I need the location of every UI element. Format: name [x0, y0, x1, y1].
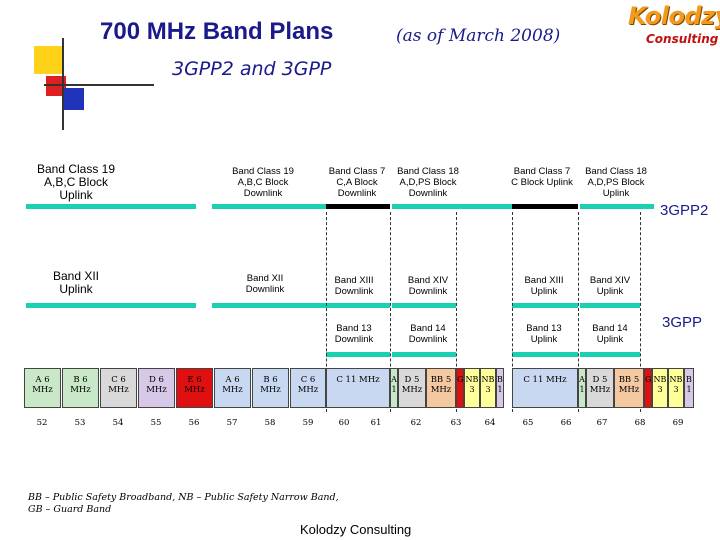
channel-number: 52	[36, 418, 48, 428]
block-cell: C 11 MHz	[326, 368, 390, 408]
bar-bxiv-uplink	[580, 303, 640, 308]
label-bc18-uplink: Band Class 18 A,D,PS Block Uplink	[585, 166, 647, 199]
block-cell: BB 5 MHz	[426, 368, 456, 408]
tag-3gpp2: 3GPP2	[660, 202, 709, 219]
label-b13-uplink: Band 13 Uplink	[526, 323, 562, 345]
block-cell: A 1	[578, 368, 586, 408]
bar-bxiii-downlink	[326, 303, 390, 308]
label-bc7-downlink: Band Class 7 C,A Block Downlink	[328, 166, 386, 199]
divider-line	[640, 212, 641, 412]
bar-b14-uplink	[580, 352, 640, 357]
footnote-line-1: BB – Public Safety Broadband, NB – Publi…	[28, 492, 339, 503]
label-bc18-downlink: Band Class 18 A,D,PS Block Downlink	[397, 166, 459, 199]
channel-number: 69	[672, 418, 684, 428]
footnote: BB – Public Safety Broadband, NB – Publi…	[28, 492, 339, 516]
label-b14-downlink: Band 14 Downlink	[408, 323, 448, 345]
block-cell: NB 3	[668, 368, 684, 408]
channel-number: 62	[410, 418, 422, 428]
channel-number: 58	[264, 418, 276, 428]
company-logo: Kolodzy Consulting	[624, 2, 720, 50]
bar-b13-uplink	[512, 352, 578, 357]
bar-b14-downlink	[392, 352, 456, 357]
logo-sub-text: Consulting	[646, 32, 719, 46]
bar-bxiii-uplink	[512, 303, 578, 308]
block-cell: B 6 MHz	[62, 368, 99, 408]
block-cell: GB	[644, 368, 652, 408]
decor-yellow-square	[34, 46, 62, 74]
channel-number: 54	[112, 418, 124, 428]
channel-number: 57	[226, 418, 238, 428]
divider-line	[456, 212, 457, 412]
label-bc19-downlink: Band Class 19 A,B,C Block Downlink	[232, 166, 294, 199]
bar-bxii-uplink	[26, 303, 196, 308]
block-cell: D 6 MHz	[138, 368, 175, 408]
label-bxiii-downlink: Band XIII Downlink	[334, 275, 374, 297]
decor-horizontal-line	[44, 84, 154, 86]
block-cell: C 6 MHz	[290, 368, 326, 408]
bar-bxiv-downlink	[392, 303, 456, 308]
channel-number: 63	[450, 418, 462, 428]
bar-bc18-uplink	[580, 204, 654, 209]
logo-main-text: Kolodzy	[628, 2, 720, 30]
divider-line	[390, 212, 391, 412]
bar-bc18-downlink	[392, 204, 512, 209]
channel-number: 64	[484, 418, 496, 428]
bar-bxii-downlink	[212, 303, 326, 308]
label-bc7-uplink: Band Class 7 C Block Uplink	[511, 166, 573, 188]
block-cell: A 6 MHz	[24, 368, 61, 408]
page-title: 700 MHz Band Plans	[100, 18, 334, 45]
divider-line	[578, 212, 579, 412]
block-cell: BB 5 MHz	[614, 368, 644, 408]
label-bxii-downlink: Band XII Downlink	[245, 273, 285, 295]
channel-number: 56	[188, 418, 200, 428]
tag-3gpp: 3GPP	[662, 314, 703, 331]
label-bxiv-downlink: Band XIV Downlink	[407, 275, 449, 297]
bar-bc7-uplink	[512, 204, 578, 209]
block-cell: D 5 MHz	[586, 368, 614, 408]
channel-number: 60	[338, 418, 350, 428]
bar-bc7-downlink	[326, 204, 390, 209]
block-cell: B 1	[684, 368, 694, 408]
channel-number: 66	[560, 418, 572, 428]
block-cell: E 6 MHz	[176, 368, 213, 408]
bar-b13-downlink	[326, 352, 390, 357]
decor-red-square	[46, 76, 66, 96]
channel-number: 55	[150, 418, 162, 428]
label-bc19-uplink: Band Class 19 A,B,C Block Uplink	[36, 162, 116, 202]
block-cell: NB 3	[480, 368, 496, 408]
divider-line	[326, 212, 327, 412]
label-b13-downlink: Band 13 Downlink	[334, 323, 374, 345]
channel-number: 65	[522, 418, 534, 428]
channel-number: 67	[596, 418, 608, 428]
block-cell: GB	[456, 368, 464, 408]
block-cell: NB 3	[652, 368, 668, 408]
bar-bc19-uplink	[26, 204, 196, 209]
block-cell: B 6 MHz	[252, 368, 289, 408]
block-cell: C 11 MHz	[512, 368, 578, 408]
label-bxiv-uplink: Band XIV Uplink	[589, 275, 631, 297]
block-cell: B 1	[496, 368, 504, 408]
divider-line	[512, 212, 513, 412]
block-cell: D 5 MHz	[398, 368, 426, 408]
channel-number: 61	[370, 418, 382, 428]
block-cell: C 6 MHz	[100, 368, 137, 408]
channel-number: 53	[74, 418, 86, 428]
footer-text: Kolodzy Consulting	[300, 522, 412, 537]
decor-blue-square	[62, 88, 84, 110]
bar-bc19-downlink	[212, 204, 326, 209]
label-bxiii-uplink: Band XIII Uplink	[524, 275, 564, 297]
block-cell: NB 3	[464, 368, 480, 408]
block-cell: A 6 MHz	[214, 368, 251, 408]
channel-number: 68	[634, 418, 646, 428]
label-bxii-uplink: Band XII Uplink	[52, 269, 100, 296]
label-b14-uplink: Band 14 Uplink	[592, 323, 628, 345]
page-title-note: (as of March 2008)	[396, 26, 561, 46]
block-cell: A 1	[390, 368, 398, 408]
footnote-line-2: GB – Guard Band	[28, 504, 112, 515]
page-subtitle: 3GPP2 and 3GPP	[172, 58, 332, 80]
channel-number: 59	[302, 418, 314, 428]
